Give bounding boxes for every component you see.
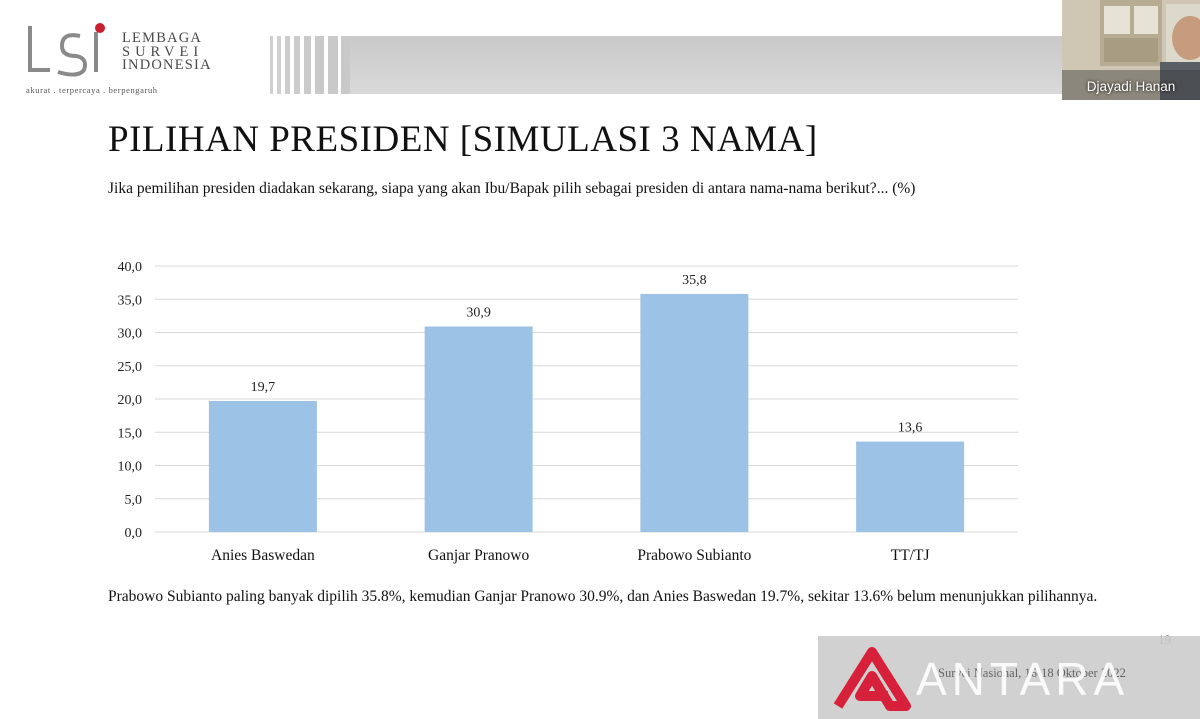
slide-summary: Prabowo Subianto paling banyak dipilih 3… (108, 588, 1098, 605)
y-tick-label: 15,0 (118, 426, 143, 441)
bar-value-label: 30,9 (466, 306, 491, 321)
x-category-label: Anies Baswedan (211, 547, 315, 564)
speaker-name: Djayadi Hanan (1086, 79, 1176, 94)
slide-title: PILIHAN PRESIDEN [SIMULASI 3 NAMA] (108, 119, 818, 160)
webcam-video (1062, 0, 1200, 100)
y-tick-label: 20,0 (118, 393, 143, 408)
y-tick-label: 35,0 (118, 293, 143, 308)
survey-question: Jika pemilihan presiden diadakan sekaran… (108, 180, 916, 197)
logo-tagline: akurat . terpercaya . berpengaruh (26, 85, 158, 95)
y-tick-label: 0,0 (125, 526, 143, 541)
antara-watermark-text: ANTARA (916, 653, 1130, 705)
lsi-logo-mark (28, 23, 105, 77)
bar-chart: 0,0 5,0 10,0 15,0 20,0 25,0 30,0 35,0 40,0 19,7 An… (118, 260, 1018, 564)
antara-logo-icon (833, 647, 911, 711)
y-tick-label: 25,0 (118, 360, 143, 375)
logo-name-line: INDONESIA (122, 57, 212, 73)
y-tick-label: 5,0 (125, 493, 143, 508)
x-category-label: Prabowo Subianto (637, 547, 751, 564)
lsi-logo: LEMBAGA SURVEI INDONESIA akurat . terper… (24, 22, 234, 100)
bar-value-label: 35,8 (682, 273, 707, 288)
header-stripes (270, 36, 350, 94)
survey-source: Survei Nasional, 16-18 Oktober 2022 (938, 666, 1126, 680)
webcam-thumbnail[interactable]: Djayadi Hanan (1062, 0, 1200, 100)
y-tick-label: 30,0 (118, 327, 143, 342)
logo-name: LEMBAGA SURVEI INDONESIA (122, 30, 212, 73)
bar (856, 441, 965, 532)
bar (640, 293, 749, 532)
bar (208, 400, 317, 532)
x-category-label: TT/TJ (891, 547, 930, 564)
bar-value-label: 19,7 (251, 380, 276, 395)
antara-watermark-overlay: Survei Nasional, 16-18 Oktober 2022 ANTA… (818, 636, 1200, 719)
y-tick-label: 10,0 (118, 460, 143, 475)
bar-value-label: 13,6 (898, 421, 923, 436)
header-band (350, 36, 1062, 94)
x-category-label: Ganjar Pranowo (428, 547, 529, 564)
y-tick-label: 40,0 (118, 260, 143, 275)
bar (424, 326, 533, 532)
logo-name-line: SURVEI (122, 43, 204, 60)
logo-name-line: LEMBAGA (122, 30, 203, 46)
